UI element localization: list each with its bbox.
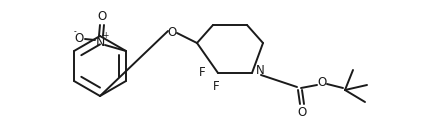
Text: F: F bbox=[213, 80, 219, 94]
Text: O: O bbox=[318, 76, 327, 90]
Text: N: N bbox=[256, 64, 264, 78]
Text: O: O bbox=[97, 10, 107, 23]
Text: N: N bbox=[95, 35, 105, 48]
Text: O: O bbox=[167, 26, 177, 39]
Text: -: - bbox=[73, 27, 76, 36]
Text: +: + bbox=[102, 31, 108, 40]
Text: F: F bbox=[199, 66, 205, 79]
Text: O: O bbox=[74, 31, 84, 44]
Text: O: O bbox=[297, 105, 307, 119]
